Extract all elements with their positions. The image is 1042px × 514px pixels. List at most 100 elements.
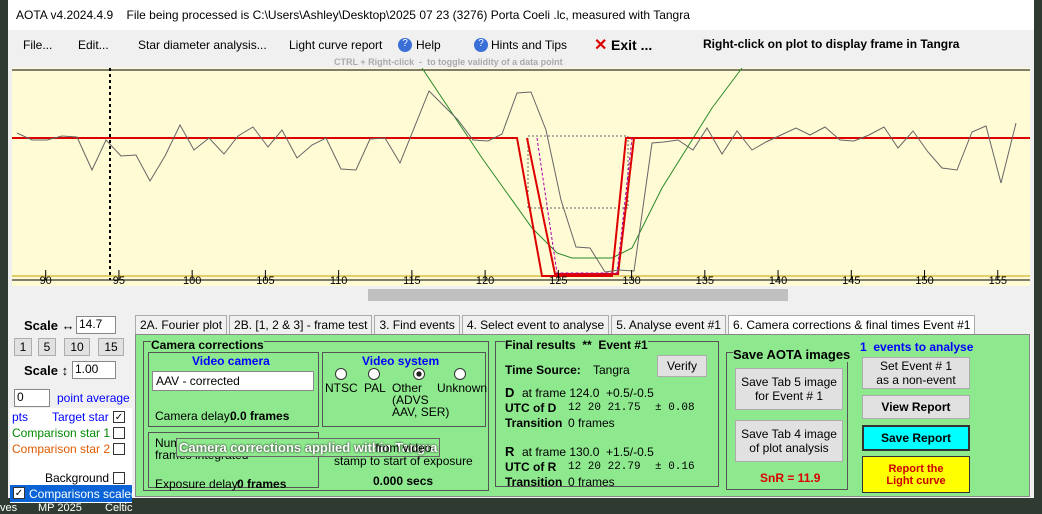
utc-d-label: UTC of D bbox=[505, 401, 557, 415]
exposure-value: 0 frames bbox=[237, 477, 287, 491]
non-event[interactable]: Set Event # 1 as a non-event bbox=[862, 357, 970, 389]
radio[interactable] bbox=[413, 368, 425, 380]
scale-btn[interactable]: 1 bbox=[14, 338, 32, 356]
tab[interactable]: 2A. Fourier plot bbox=[135, 315, 228, 334]
save-title: Save AOTA images bbox=[733, 347, 851, 362]
checkbox[interactable]: ✓ bbox=[113, 411, 125, 423]
results-title: Final results ** Event #1 bbox=[505, 338, 648, 352]
menu-star[interactable]: Star diameter analysis... bbox=[138, 38, 267, 52]
exit-icon: ✕ bbox=[594, 37, 608, 54]
scale-v-label: Scale ↕ bbox=[24, 363, 69, 378]
radio[interactable] bbox=[454, 368, 466, 380]
tab[interactable]: 6. Camera corrections & final times Even… bbox=[727, 315, 976, 334]
verify[interactable]: Verify bbox=[657, 355, 707, 377]
taskbar-item[interactable]: MP 2025 bbox=[38, 502, 82, 514]
title-bar bbox=[8, 0, 1034, 30]
video-system-group bbox=[322, 352, 486, 427]
tab[interactable]: 5. Analyse event #1 bbox=[611, 315, 726, 334]
tab-strip: 2A. Fourier plot 2B. [1, 2 & 3] - frame t… bbox=[135, 314, 1030, 334]
tab[interactable]: 3. Find events bbox=[374, 315, 460, 334]
r-transition-label: Transition bbox=[505, 475, 563, 489]
x-tick-label: 135 bbox=[696, 275, 714, 286]
save-tab5[interactable]: Save Tab 5 image for Event # 1 bbox=[735, 368, 843, 410]
hint: CTRL + Right-click - to toggle validity … bbox=[334, 57, 563, 67]
system: Other bbox=[392, 381, 423, 395]
plot[interactable]: 90 95 100 105 110 115 120 125 130 135 140 145 150 155 bbox=[12, 68, 1030, 286]
save-tab4[interactable]: Save Tab 4 image of plot analysis bbox=[735, 420, 843, 462]
save-report[interactable]: Save Report bbox=[862, 425, 970, 451]
scaled: Comparisons scaled bbox=[29, 487, 138, 501]
system: Unknown bbox=[437, 381, 488, 395]
checkbox[interactable] bbox=[113, 427, 125, 439]
tooltip: Camera corrections applied within Tangra bbox=[176, 438, 441, 457]
window-title: AOTA v4.2024.4.9 File being processed is… bbox=[16, 8, 690, 22]
d-frame: at frame 124.0 +0.5/-0.5 bbox=[522, 386, 654, 400]
model-line-2 bbox=[526, 137, 635, 275]
plot-bg bbox=[12, 68, 1030, 286]
menu-edit[interactable]: Edit... bbox=[78, 38, 109, 52]
frames-group bbox=[148, 432, 319, 488]
radio[interactable] bbox=[368, 368, 380, 380]
utc-d: 12 20 21.75 bbox=[568, 402, 641, 414]
x-tick-label: 155 bbox=[989, 275, 1007, 286]
view-report[interactable]: View Report bbox=[862, 395, 970, 419]
x-tick-label: 110 bbox=[330, 275, 348, 286]
radio[interactable] bbox=[335, 368, 347, 380]
comp1: Comparison star 1 bbox=[12, 426, 111, 440]
x-tick-label: 100 bbox=[183, 275, 201, 286]
video-system: Video system bbox=[362, 354, 440, 368]
secs: 0.000 secs bbox=[373, 474, 434, 488]
camera-select[interactable]: AAV - corrected bbox=[152, 371, 314, 391]
delay-value: 0.0 frames bbox=[230, 409, 290, 423]
search-box bbox=[527, 135, 629, 209]
system: PAL bbox=[364, 381, 386, 395]
time-source-label: Time Source: bbox=[505, 363, 581, 377]
model-line bbox=[12, 137, 1030, 277]
x-tick-label: 90 bbox=[40, 275, 52, 286]
fit-curve bbox=[421, 68, 743, 259]
x-tick-label: 130 bbox=[622, 275, 640, 286]
menu-file[interactable]: File... bbox=[23, 38, 53, 52]
average-label: point average bbox=[57, 391, 130, 405]
camera-title: Camera corrections bbox=[151, 338, 264, 352]
tab[interactable]: 4. Select event to analyse bbox=[461, 315, 610, 334]
scaled-row bbox=[10, 485, 132, 502]
scale-btn[interactable]: 15 bbox=[98, 338, 124, 356]
scale-btn[interactable]: 5 bbox=[38, 338, 56, 356]
scale-v-input[interactable]: 1.00 bbox=[72, 361, 116, 379]
d-transition: 0 frames bbox=[568, 416, 615, 430]
background: Background bbox=[45, 471, 110, 485]
checkbox[interactable]: ✓ bbox=[13, 487, 25, 499]
utc-r-label: UTC of R bbox=[505, 460, 557, 474]
taskbar-item[interactable]: Celtic bbox=[105, 502, 133, 514]
snr: SnR = 11.9 bbox=[760, 471, 821, 485]
x-tick-label: 120 bbox=[476, 275, 494, 286]
checkbox[interactable] bbox=[113, 472, 125, 484]
target-star: Target star bbox=[52, 410, 109, 424]
taskbar-item[interactable]: ves bbox=[0, 502, 18, 514]
checkbox[interactable] bbox=[113, 443, 125, 455]
average-select[interactable]: 0 bbox=[14, 389, 50, 407]
stamp-note: from video stamp to start of exposure bbox=[334, 441, 473, 468]
menu-hints[interactable]: Hints and Tips bbox=[491, 38, 568, 52]
x-tick-label: 105 bbox=[256, 275, 274, 286]
comp2: Comparison star 2 bbox=[12, 442, 111, 456]
menu-exit[interactable]: Exit ... bbox=[611, 37, 653, 53]
utc-r: 12 20 22.79 bbox=[568, 461, 641, 473]
menu-report[interactable]: Light curve report bbox=[289, 38, 383, 52]
scale-h-input[interactable]: 14.7 bbox=[76, 316, 116, 334]
x-tick-label: 115 bbox=[403, 275, 421, 286]
menu-note: Right-click on plot to display frame in … bbox=[703, 37, 960, 51]
scroll-thumb[interactable] bbox=[368, 289, 788, 301]
report-light-curve[interactable]: Report the Light curve bbox=[862, 456, 970, 493]
scale-h-label: Scale ↔ bbox=[24, 318, 75, 333]
pts: pts bbox=[12, 410, 29, 424]
menu-help[interactable]: Help bbox=[416, 38, 441, 52]
help-icon: ? bbox=[398, 38, 412, 52]
tab[interactable]: 2B. [1, 2 & 3] - frame test bbox=[229, 315, 373, 334]
x-tick-label: 125 bbox=[549, 275, 567, 286]
r-label: R bbox=[505, 444, 515, 459]
exposure-label: Exposure delay: bbox=[155, 477, 242, 491]
scale-btn[interactable]: 10 bbox=[64, 338, 90, 356]
